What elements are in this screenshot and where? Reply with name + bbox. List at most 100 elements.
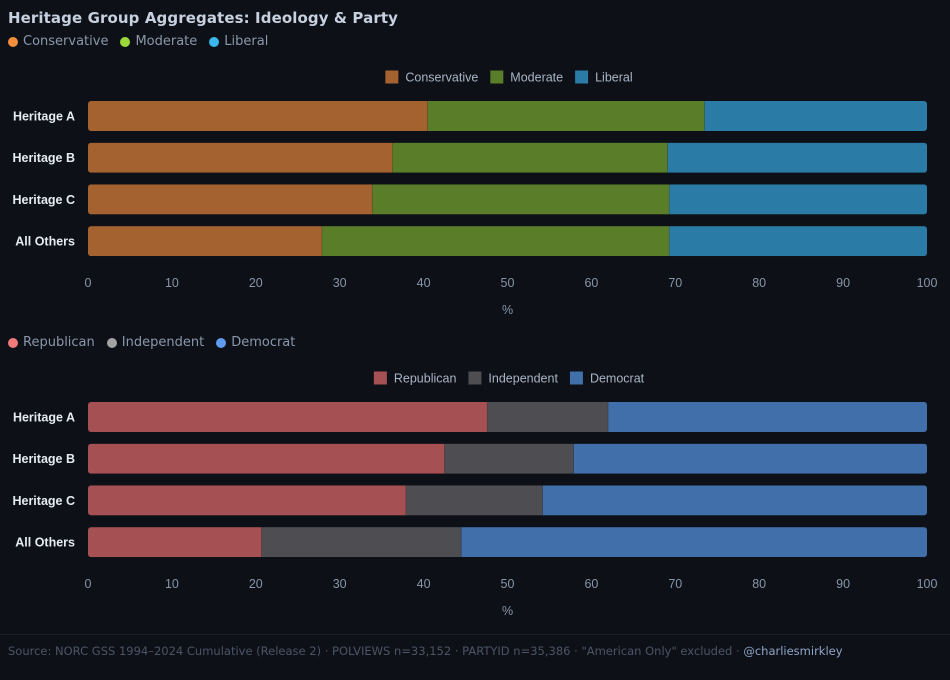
x-tick-label: 0	[85, 577, 92, 591]
x-tick-label: 80	[752, 577, 766, 591]
bar-segment-independent[interactable]	[444, 443, 574, 474]
category-label: Heritage C	[12, 193, 75, 207]
bar-segment-independent[interactable]	[261, 527, 462, 558]
bar-row-all-others	[88, 527, 927, 558]
category-label: All Others	[15, 536, 75, 550]
x-tick-label: 70	[668, 577, 682, 591]
legend-item-democrat: Democrat	[216, 335, 295, 350]
x-tick-label: 40	[417, 577, 431, 591]
legend-text: Conservative	[405, 71, 478, 85]
legend-label: Independent	[121, 335, 205, 350]
bar-segment-republican[interactable]	[88, 527, 262, 558]
legend-label: Republican	[23, 335, 95, 350]
bar-segment-democrat[interactable]	[542, 485, 927, 516]
bar-segment-moderate[interactable]	[427, 101, 705, 131]
x-tick-label: 90	[836, 577, 850, 591]
ideology-chart-panel: Conservative Moderate Liberal Heritage A Her…	[0, 60, 950, 322]
bar-segment-liberal[interactable]	[667, 142, 927, 173]
legend-item-republican: Republican	[8, 335, 95, 350]
bar-row-heritage-b	[88, 443, 927, 474]
x-tick-label: 10	[165, 276, 179, 290]
bar-segment-liberal[interactable]	[669, 226, 927, 257]
x-tick-label: 30	[333, 577, 347, 591]
bar-segment-liberal[interactable]	[704, 101, 927, 131]
legend-swatch	[569, 371, 583, 385]
legend-swatch	[490, 70, 504, 84]
legend-dot-republican	[8, 337, 18, 348]
bar-segment-liberal[interactable]	[669, 184, 927, 215]
bar-segment-independent[interactable]	[405, 485, 543, 516]
bar-segment-conservative[interactable]	[88, 226, 323, 257]
legend-dot-moderate	[120, 36, 131, 47]
x-tick-label: 60	[584, 577, 598, 591]
x-tick-label: 30	[333, 276, 347, 290]
x-tick-label: 50	[501, 276, 515, 290]
legend-dot-independent	[106, 337, 117, 348]
category-label: All Others	[15, 235, 75, 249]
bar-segment-democrat[interactable]	[608, 402, 927, 432]
bar-row-heritage-c	[88, 485, 927, 516]
chart-legend: Conservative Moderate Liberal	[385, 70, 633, 85]
bar-segment-independent[interactable]	[487, 402, 609, 432]
bar-segment-moderate[interactable]	[392, 142, 668, 173]
bar-segment-republican[interactable]	[88, 485, 406, 516]
x-tick-label: 100	[917, 577, 938, 591]
category-label: Heritage A	[13, 411, 75, 425]
legend-dot-conservative	[8, 36, 18, 47]
bar-segment-conservative[interactable]	[88, 101, 428, 131]
category-label: Heritage A	[13, 110, 75, 124]
x-tick-label: 90	[836, 276, 850, 290]
legend-entry-moderate: Moderate	[490, 70, 563, 85]
bar-segment-republican[interactable]	[88, 402, 488, 432]
legend-swatch	[385, 70, 399, 84]
legend-text: Democrat	[590, 372, 645, 386]
legend-entry-republican: Republican	[373, 371, 457, 386]
ideology-dot-legend: Conservative Moderate Liberal	[8, 34, 280, 49]
legend-swatch	[373, 371, 387, 385]
bar-segment-democrat[interactable]	[461, 527, 927, 558]
legend-item-moderate: Moderate	[120, 34, 197, 49]
category-label: Heritage C	[12, 494, 75, 508]
bar-segment-republican[interactable]	[88, 443, 445, 474]
bar-segment-conservative[interactable]	[88, 184, 373, 215]
x-tick-label: 70	[668, 276, 682, 290]
x-tick-label: 100	[917, 276, 938, 290]
legend-text: Moderate	[510, 71, 563, 85]
bar-row-heritage-a	[88, 101, 927, 131]
bar-segment-moderate[interactable]	[372, 184, 670, 215]
author-handle-link[interactable]: @charliesmirkley	[743, 644, 843, 658]
bar-segment-conservative[interactable]	[88, 142, 393, 173]
chart-legend: Republican Independent Democrat	[373, 371, 645, 386]
x-tick-label: 20	[249, 276, 263, 290]
legend-entry-conservative: Conservative	[385, 70, 478, 85]
x-tick-label: 20	[249, 577, 263, 591]
x-tick-label: 80	[752, 276, 766, 290]
legend-text: Independent	[488, 372, 558, 386]
legend-text: Liberal	[595, 71, 633, 85]
legend-text: Republican	[394, 372, 457, 386]
bar-segment-democrat[interactable]	[573, 443, 927, 474]
legend-label: Moderate	[135, 34, 198, 49]
legend-item-independent: Independent	[106, 335, 205, 350]
x-axis-label: %	[502, 604, 513, 618]
x-tick-label: 0	[85, 276, 92, 290]
legend-item-liberal: Liberal	[209, 34, 268, 49]
legend-item-conservative: Conservative	[8, 34, 108, 49]
legend-entry-independent: Independent	[468, 371, 558, 386]
bar-segment-moderate[interactable]	[322, 226, 670, 257]
party-dot-legend: Republican Independent Democrat	[8, 335, 307, 350]
category-label: Heritage B	[12, 151, 75, 165]
bar-row-heritage-a	[88, 402, 927, 432]
stacked-bar-chart: Republican Independent Democrat Heritage A H…	[12, 371, 938, 618]
legend-entry-liberal: Liberal	[575, 70, 633, 85]
x-axis-label: %	[502, 303, 513, 317]
legend-swatch	[575, 70, 589, 84]
legend-dot-democrat	[216, 337, 227, 348]
legend-label: Liberal	[224, 34, 269, 49]
bar-row-all-others	[88, 226, 927, 257]
bar-row-heritage-c	[88, 184, 927, 215]
legend-swatch	[468, 371, 482, 385]
footer: Source: NORC GSS 1994–2024 Cumulative (R…	[0, 634, 950, 658]
bar-row-heritage-b	[88, 142, 927, 173]
